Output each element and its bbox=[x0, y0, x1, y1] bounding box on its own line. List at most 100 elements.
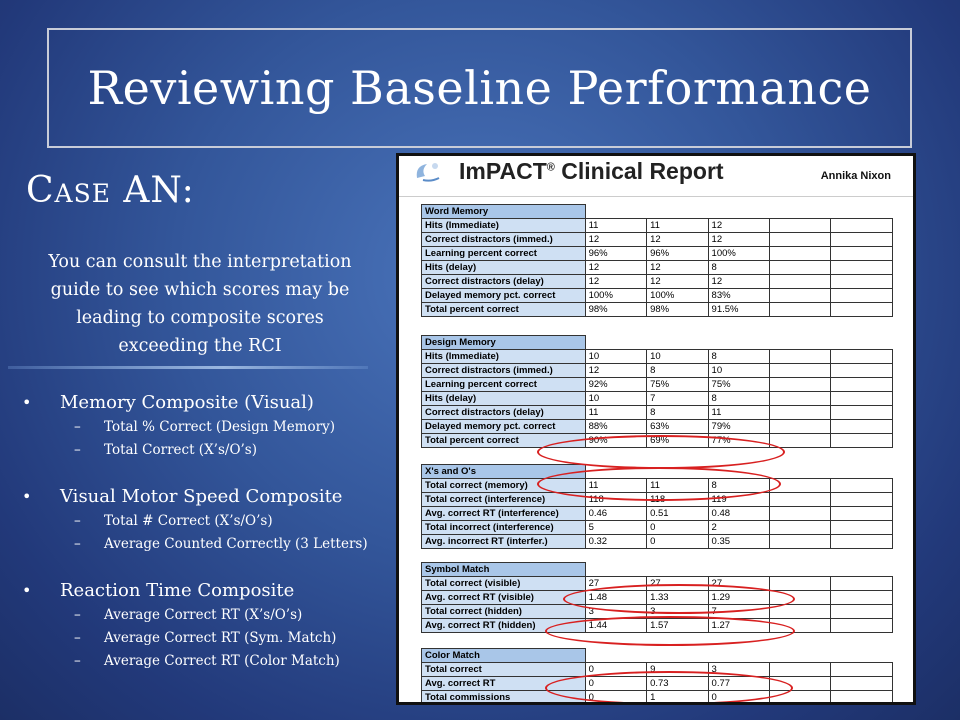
row-value bbox=[830, 433, 893, 448]
row-value bbox=[768, 405, 832, 420]
row-label: Correct distractors (delay) bbox=[421, 274, 586, 289]
row-value: 8 bbox=[707, 478, 771, 493]
table-row: Total correct (interference) 118 118 119 bbox=[421, 492, 893, 507]
table-row: Correct distractors (immed.) 12 12 12 bbox=[421, 232, 893, 247]
row-label: Avg. correct RT (visible) bbox=[421, 590, 586, 605]
dash-icon: – bbox=[74, 607, 81, 623]
row-label: Learning percent correct bbox=[421, 246, 586, 261]
report-section: Color Match Total correct 0 9 3 Avg. correct … bbox=[421, 648, 893, 702]
row-value bbox=[830, 506, 893, 521]
dash-icon: – bbox=[74, 630, 81, 646]
slide-title: Reviewing Baseline Performance bbox=[87, 61, 872, 115]
row-value: 27 bbox=[646, 576, 709, 591]
row-value bbox=[768, 690, 832, 702]
row-value: 8 bbox=[707, 260, 771, 275]
row-label: Total correct bbox=[421, 662, 586, 677]
table-row: Total correct (memory) 11 11 8 bbox=[421, 478, 893, 493]
row-label: Delayed memory pct. correct bbox=[421, 419, 586, 434]
row-value: 8 bbox=[646, 405, 709, 420]
row-value bbox=[830, 604, 893, 619]
row-value: 83% bbox=[707, 288, 771, 303]
table-row: Correct distractors (immed.) 12 8 10 bbox=[421, 363, 893, 378]
row-value: 2 bbox=[707, 520, 771, 535]
row-value: 0.51 bbox=[646, 506, 709, 521]
report-table: X's and O's Total correct (memory) 11 11 8 To… bbox=[421, 464, 893, 549]
row-value: 91.5% bbox=[707, 302, 771, 317]
sub-bullet: Average Correct RT (Sym. Match) bbox=[104, 630, 337, 646]
bullet-label: Visual Motor Speed Composite bbox=[60, 486, 343, 507]
row-value: 12 bbox=[646, 232, 709, 247]
row-value: 79% bbox=[707, 419, 771, 434]
row-value: 12 bbox=[646, 274, 709, 289]
table-row: Total commissions 0 1 0 bbox=[421, 690, 893, 702]
row-label: Total correct (memory) bbox=[421, 478, 586, 493]
row-value: 100% bbox=[584, 288, 648, 303]
dash-icon: – bbox=[74, 442, 81, 458]
table-row: Total correct (hidden) 3 3 7 bbox=[421, 604, 893, 619]
row-value bbox=[830, 260, 893, 275]
row-value: 3 bbox=[646, 604, 709, 619]
row-value bbox=[768, 391, 832, 406]
row-value bbox=[830, 246, 893, 261]
row-label: Avg. correct RT (hidden) bbox=[421, 618, 586, 633]
table-row: Total correct 0 9 3 bbox=[421, 662, 893, 677]
row-value: 0.35 bbox=[707, 534, 771, 549]
row-label: Total correct (hidden) bbox=[421, 604, 586, 619]
row-value bbox=[830, 419, 893, 434]
table-row: Learning percent correct 92% 75% 75% bbox=[421, 377, 893, 392]
row-value bbox=[768, 288, 832, 303]
table-row: Total incorrect (interference) 5 0 2 bbox=[421, 520, 893, 535]
row-value: 1.48 bbox=[584, 590, 648, 605]
row-value: 10 bbox=[646, 349, 709, 364]
row-value bbox=[768, 349, 832, 364]
row-value: 27 bbox=[584, 576, 648, 591]
section-header: Color Match bbox=[421, 648, 586, 663]
row-value bbox=[830, 377, 893, 392]
row-label: Total correct (visible) bbox=[421, 576, 586, 591]
row-value: 12 bbox=[707, 274, 771, 289]
row-value: 1.33 bbox=[646, 590, 709, 605]
row-value: 0.46 bbox=[584, 506, 648, 521]
row-label: Hits (Immediate) bbox=[421, 349, 586, 364]
row-value bbox=[768, 604, 832, 619]
table-row: Learning percent correct 96% 96% 100% bbox=[421, 246, 893, 261]
table-row: Hits (Immediate) 10 10 8 bbox=[421, 349, 893, 364]
table-row: Hits (delay) 12 12 8 bbox=[421, 260, 893, 275]
row-value: 12 bbox=[584, 274, 648, 289]
row-value: 5 bbox=[584, 520, 648, 535]
row-value bbox=[768, 478, 832, 493]
report-title: ImPACT® Clinical Report bbox=[459, 158, 724, 184]
row-value: 12 bbox=[646, 260, 709, 275]
row-value bbox=[830, 676, 893, 691]
row-value bbox=[830, 302, 893, 317]
row-value: 11 bbox=[707, 405, 771, 420]
row-value bbox=[830, 576, 893, 591]
row-label: Total percent correct bbox=[421, 302, 586, 317]
row-value: 12 bbox=[584, 260, 648, 275]
patient-name: Annika Nixon bbox=[820, 170, 891, 182]
bullet-list: • Memory Composite (Visual) – Total % Corr… bbox=[22, 390, 382, 695]
row-value: 0.48 bbox=[707, 506, 771, 521]
row-value: 7 bbox=[707, 604, 771, 619]
report-table: Color Match Total correct 0 9 3 Avg. correct … bbox=[421, 648, 893, 702]
row-label: Correct distractors (immed.) bbox=[421, 363, 586, 378]
row-value bbox=[768, 534, 832, 549]
row-value bbox=[830, 520, 893, 535]
row-value: 75% bbox=[707, 377, 771, 392]
row-value bbox=[768, 363, 832, 378]
row-value: 8 bbox=[707, 349, 771, 364]
sub-bullet: Total # Correct (X’s/O’s) bbox=[104, 513, 273, 529]
row-value bbox=[830, 478, 893, 493]
row-value: 100% bbox=[646, 288, 709, 303]
sub-bullet: Total % Correct (Design Memory) bbox=[104, 419, 335, 435]
row-value: 7 bbox=[646, 391, 709, 406]
table-row: Correct distractors (delay) 12 12 12 bbox=[421, 274, 893, 289]
row-label: Learning percent correct bbox=[421, 377, 586, 392]
row-value: 75% bbox=[646, 377, 709, 392]
row-value: 11 bbox=[584, 478, 648, 493]
clinical-report-image: ImPACT® Clinical Report Annika Nixon Wor… bbox=[396, 153, 916, 705]
row-value: 11 bbox=[584, 405, 648, 420]
row-value: 0 bbox=[584, 662, 648, 677]
row-value: 3 bbox=[584, 604, 648, 619]
report-header: ImPACT® Clinical Report Annika Nixon bbox=[399, 156, 913, 197]
